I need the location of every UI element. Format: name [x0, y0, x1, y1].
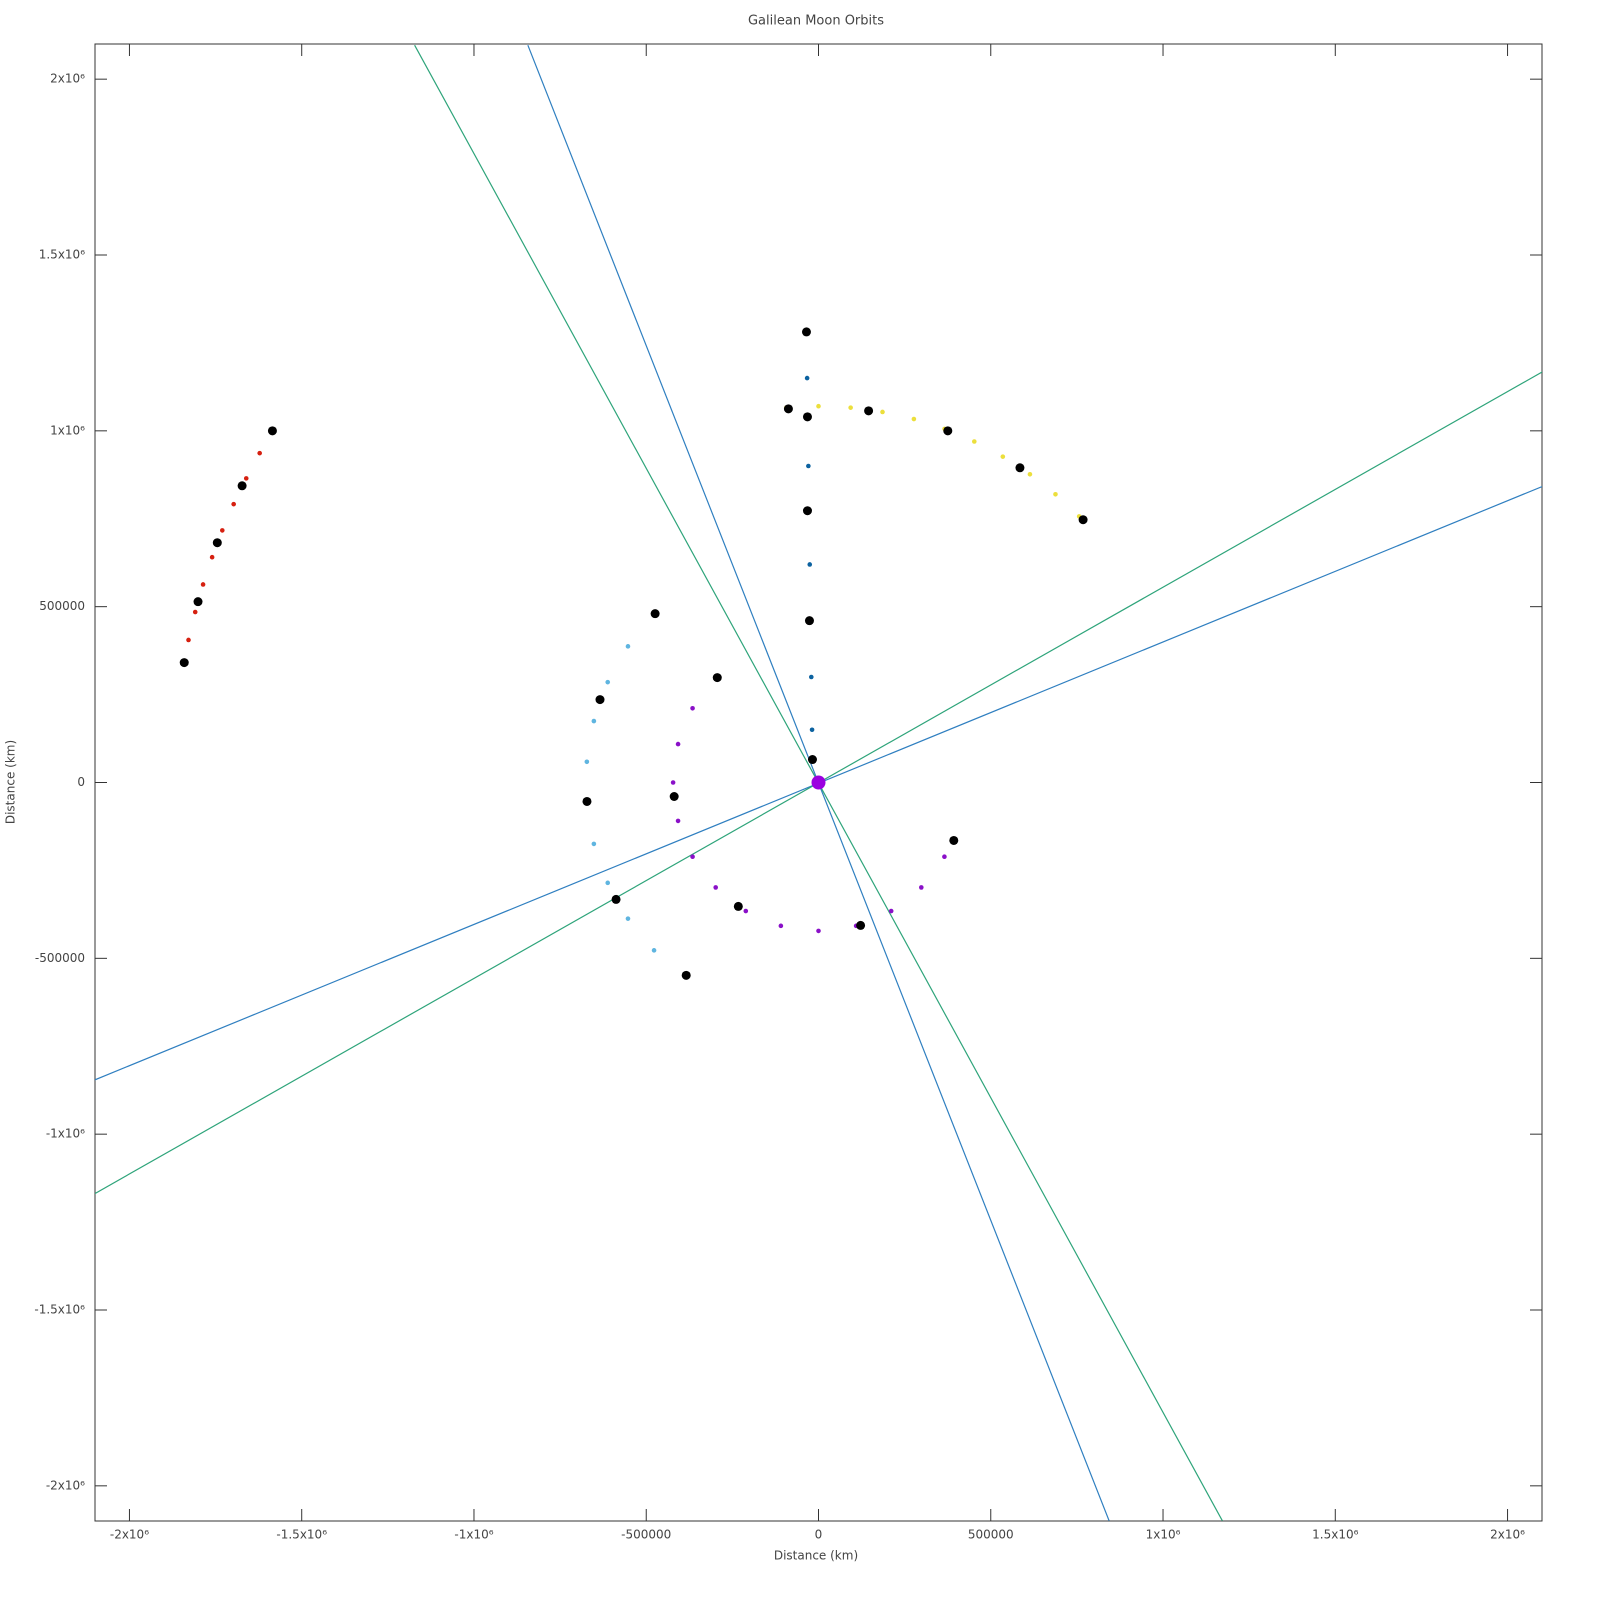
y-tick-label: -1.5x10⁶ — [34, 1303, 85, 1317]
x-axis-label: Distance (km) — [774, 1549, 858, 1563]
orbit-point — [200, 582, 206, 587]
y-tick-label: 1x10⁶ — [50, 423, 85, 437]
chart-title: Galilean Moon Orbits — [748, 14, 884, 29]
orbit-point — [237, 481, 247, 491]
orbit-point — [807, 562, 813, 567]
y-tick-label: 2x10⁶ — [50, 72, 85, 86]
y-tick-label: -1x10⁶ — [46, 1127, 85, 1141]
planet — [811, 775, 826, 790]
orbit-point — [807, 755, 817, 765]
orbit-point — [864, 406, 874, 416]
orbit-point — [231, 501, 236, 507]
orbit-point — [591, 718, 597, 724]
orbit-point — [209, 554, 215, 560]
orbit-point — [675, 741, 681, 747]
x-tick-label: 1x10⁶ — [1146, 1528, 1181, 1542]
orbit-point — [971, 439, 977, 444]
plot-area — [95, 44, 1542, 1521]
orbit-point — [690, 854, 695, 860]
orbit-point — [880, 409, 885, 415]
orbit-point — [856, 920, 866, 930]
orbit-point — [888, 908, 894, 914]
y-tick-label: 1.5x10⁶ — [39, 248, 85, 262]
orbit-point — [949, 835, 959, 845]
orbit-point — [804, 375, 810, 381]
y-tick-label: -500000 — [35, 951, 85, 965]
orbit-point — [257, 450, 262, 456]
orbit-point — [733, 901, 743, 911]
orbit-point — [595, 695, 605, 705]
x-tick-label: 2x10⁶ — [1490, 1528, 1525, 1542]
orbit-point — [778, 923, 784, 929]
orbit-point — [625, 916, 631, 921]
orbit-point — [605, 679, 611, 685]
orbit-point — [1053, 491, 1058, 497]
orbit-point — [942, 854, 947, 860]
x-tick-label: -2x10⁶ — [110, 1528, 149, 1542]
orbit-point — [650, 609, 660, 619]
x-tick-label: 500000 — [968, 1528, 1014, 1542]
orbit-point — [670, 780, 676, 785]
orbit-point — [713, 885, 718, 890]
orbit-point — [212, 538, 222, 548]
orbit-point — [1000, 454, 1006, 459]
orbit-point — [186, 637, 191, 643]
x-tick-label: -1x10⁶ — [454, 1528, 493, 1542]
orbit-point — [681, 970, 691, 980]
orbit-point — [1015, 463, 1025, 473]
orbit-point — [243, 476, 249, 481]
orbit-point — [675, 818, 681, 824]
x-tick-label: 1.5x10⁶ — [1312, 1528, 1358, 1542]
x-tick-label: -500000 — [621, 1528, 671, 1542]
orbit-point — [848, 405, 853, 410]
orbit-point — [669, 791, 679, 801]
orbit-point — [192, 609, 198, 615]
orbit-point — [193, 597, 203, 607]
orbit-point — [220, 528, 225, 533]
orbit-point — [267, 426, 277, 436]
orbit-point — [584, 759, 590, 765]
orbit-point — [591, 841, 597, 847]
orbit-point — [743, 908, 749, 914]
orbit-point — [611, 894, 621, 904]
orbit-point — [179, 658, 189, 668]
orbit-point — [1027, 471, 1033, 477]
orbit-point — [625, 644, 631, 649]
y-tick-label: 0 — [77, 775, 85, 789]
orbit-point — [816, 403, 821, 409]
orbit-point — [783, 404, 793, 414]
orbit-point — [802, 506, 812, 516]
orbit-point — [943, 426, 953, 436]
orbit-point — [1078, 515, 1088, 525]
orbit-point — [808, 674, 814, 680]
orbit-point — [809, 727, 815, 733]
orbit-point — [582, 796, 592, 806]
orbit-point — [605, 880, 611, 886]
orbit-point — [690, 705, 695, 711]
orbit-point — [802, 412, 812, 422]
x-tick-label: -1.5x10⁶ — [276, 1528, 327, 1542]
orbit-point — [804, 616, 814, 626]
y-tick-label: -2x10⁶ — [46, 1478, 85, 1492]
y-axis-label: Distance (km) — [4, 740, 18, 824]
y-tick-label: 500000 — [39, 599, 85, 613]
orbit-point — [919, 885, 924, 890]
orbit-point — [651, 948, 657, 953]
orbit-point — [801, 327, 811, 337]
orbit-point — [816, 928, 821, 934]
orbit-point — [911, 416, 917, 422]
x-tick-label: 0 — [815, 1528, 823, 1542]
orbit-point — [712, 673, 722, 683]
orbit-point — [806, 463, 811, 469]
